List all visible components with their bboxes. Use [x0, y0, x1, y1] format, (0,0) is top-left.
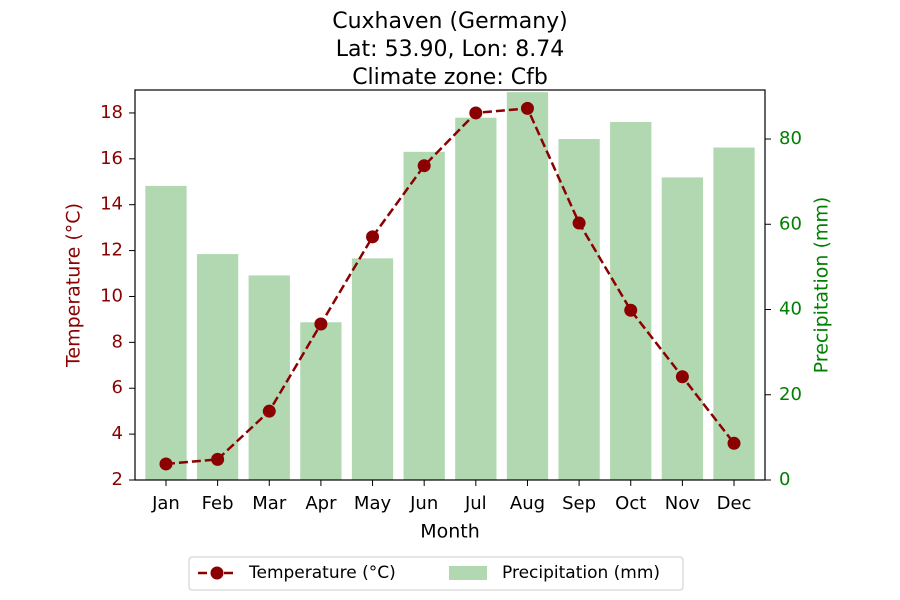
- plot-frame: [134, 89, 766, 481]
- chart-title: Cuxhaven (Germany) Lat: 53.90, Lon: 8.74 C…: [332, 9, 568, 90]
- x-tick-label: Oct: [615, 493, 646, 514]
- right-tick-label: 40: [779, 299, 802, 320]
- left-tick-label: 14: [100, 194, 123, 215]
- left-tick-label: 16: [100, 148, 123, 169]
- precipitation-bar: [351, 258, 394, 480]
- precipitation-bar: [300, 322, 342, 480]
- precipitation-bar: [403, 151, 445, 480]
- x-tick-label: Mar: [252, 493, 287, 514]
- right-tick-label: 0: [779, 469, 790, 490]
- x-axis-label: Month: [420, 521, 480, 543]
- temperature-point: [366, 230, 380, 244]
- chart-axes: 2 4 6 8 10 12 14 16 18 0 20 40 60 80 Jan Feb Mar Apr May Ju…: [63, 89, 833, 543]
- precipitation-bar: [661, 177, 704, 480]
- left-tick-label: 8: [112, 331, 123, 352]
- left-tick-label: 18: [100, 102, 123, 123]
- left-tick-label: 12: [100, 240, 123, 261]
- right-axis-label: Precipitation (mm): [811, 197, 833, 374]
- title-line: Cuxhaven (Germany): [332, 9, 568, 34]
- temperature-point: [417, 159, 431, 173]
- x-tick-label: Jun: [409, 493, 438, 514]
- legend-precipitation-swatch: [449, 566, 487, 580]
- x-tick-label: Jul: [464, 493, 487, 514]
- precipitation-bar: [196, 254, 239, 480]
- x-tick-label: Apr: [305, 493, 337, 514]
- temperature-point: [572, 216, 586, 230]
- right-tick-label: 20: [779, 384, 802, 405]
- x-tick-label: Sep: [562, 493, 596, 514]
- precipitation-bar: [713, 147, 755, 480]
- left-axis-label: Temperature (°C): [63, 203, 85, 368]
- precipitation-bar: [455, 117, 497, 480]
- temperature-point: [675, 370, 689, 384]
- legend-temperature-label: Temperature (°C): [248, 563, 396, 583]
- legend: Temperature (°C) Precipitation (mm): [188, 556, 684, 591]
- legend-temperature-marker: [210, 566, 224, 580]
- temperature-point: [624, 303, 638, 317]
- left-tick-label: 10: [100, 285, 123, 306]
- x-tick-label: May: [354, 493, 392, 514]
- precipitation-bar: [506, 92, 549, 480]
- title-line: Lat: 53.90, Lon: 8.74: [336, 37, 564, 62]
- temperature-point: [159, 457, 173, 471]
- x-tick-label: Dec: [717, 493, 752, 514]
- x-tick-label: Jan: [151, 493, 180, 514]
- temperature-point: [314, 317, 328, 331]
- x-tick-label: Feb: [202, 493, 234, 514]
- temperature-series-line: [165, 107, 736, 466]
- left-tick-label: 4: [112, 423, 123, 444]
- temperature-point: [211, 452, 225, 466]
- temperature-point: [727, 436, 741, 450]
- temperature-point: [262, 404, 276, 418]
- legend-precipitation-label: Precipitation (mm): [502, 563, 660, 583]
- temperature-line: [159, 101, 741, 471]
- precipitation-bar: [558, 139, 600, 480]
- precipitation-bar: [248, 275, 290, 480]
- legend-box: [188, 556, 684, 591]
- left-tick-label: 2: [112, 469, 123, 490]
- left-tick-label: 6: [112, 377, 123, 398]
- right-tick-label: 80: [779, 128, 802, 149]
- precipitation-bar: [610, 121, 652, 480]
- title-line: Climate zone: Cfb: [352, 65, 548, 90]
- x-tick-label: Nov: [665, 493, 700, 514]
- right-tick-label: 60: [779, 213, 802, 234]
- temperature-point: [520, 101, 534, 115]
- precipitation-bars: [145, 92, 755, 480]
- temperature-point: [469, 106, 483, 120]
- x-tick-label: Aug: [510, 493, 545, 514]
- precipitation-bar: [145, 185, 187, 480]
